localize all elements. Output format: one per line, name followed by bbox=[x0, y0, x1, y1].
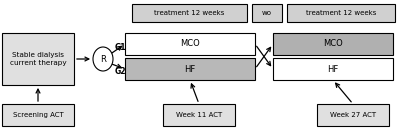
Text: HF: HF bbox=[327, 64, 339, 74]
Text: treatment 12 weeks: treatment 12 weeks bbox=[306, 10, 376, 16]
Bar bbox=[252, 4, 282, 22]
Text: G2: G2 bbox=[115, 67, 126, 75]
Bar bbox=[287, 4, 395, 22]
Text: MCO: MCO bbox=[323, 39, 343, 49]
Text: wo: wo bbox=[262, 10, 272, 16]
Bar bbox=[2, 104, 74, 126]
Bar bbox=[125, 33, 255, 55]
Bar bbox=[317, 104, 389, 126]
Text: treatment 12 weeks: treatment 12 weeks bbox=[154, 10, 225, 16]
Bar bbox=[273, 58, 393, 80]
Text: R: R bbox=[100, 54, 106, 63]
Text: G1: G1 bbox=[115, 42, 126, 51]
Text: MCO: MCO bbox=[180, 39, 200, 49]
Bar bbox=[125, 58, 255, 80]
Text: Screening ACT: Screening ACT bbox=[13, 112, 63, 118]
Text: Week 11 ACT: Week 11 ACT bbox=[176, 112, 222, 118]
Bar bbox=[2, 33, 74, 85]
Text: Stable dialysis
current therapy: Stable dialysis current therapy bbox=[10, 53, 66, 66]
Text: Week 27 ACT: Week 27 ACT bbox=[330, 112, 376, 118]
Bar bbox=[273, 33, 393, 55]
Bar bbox=[163, 104, 235, 126]
Text: HF: HF bbox=[184, 64, 196, 74]
Bar bbox=[132, 4, 247, 22]
Ellipse shape bbox=[93, 47, 113, 71]
